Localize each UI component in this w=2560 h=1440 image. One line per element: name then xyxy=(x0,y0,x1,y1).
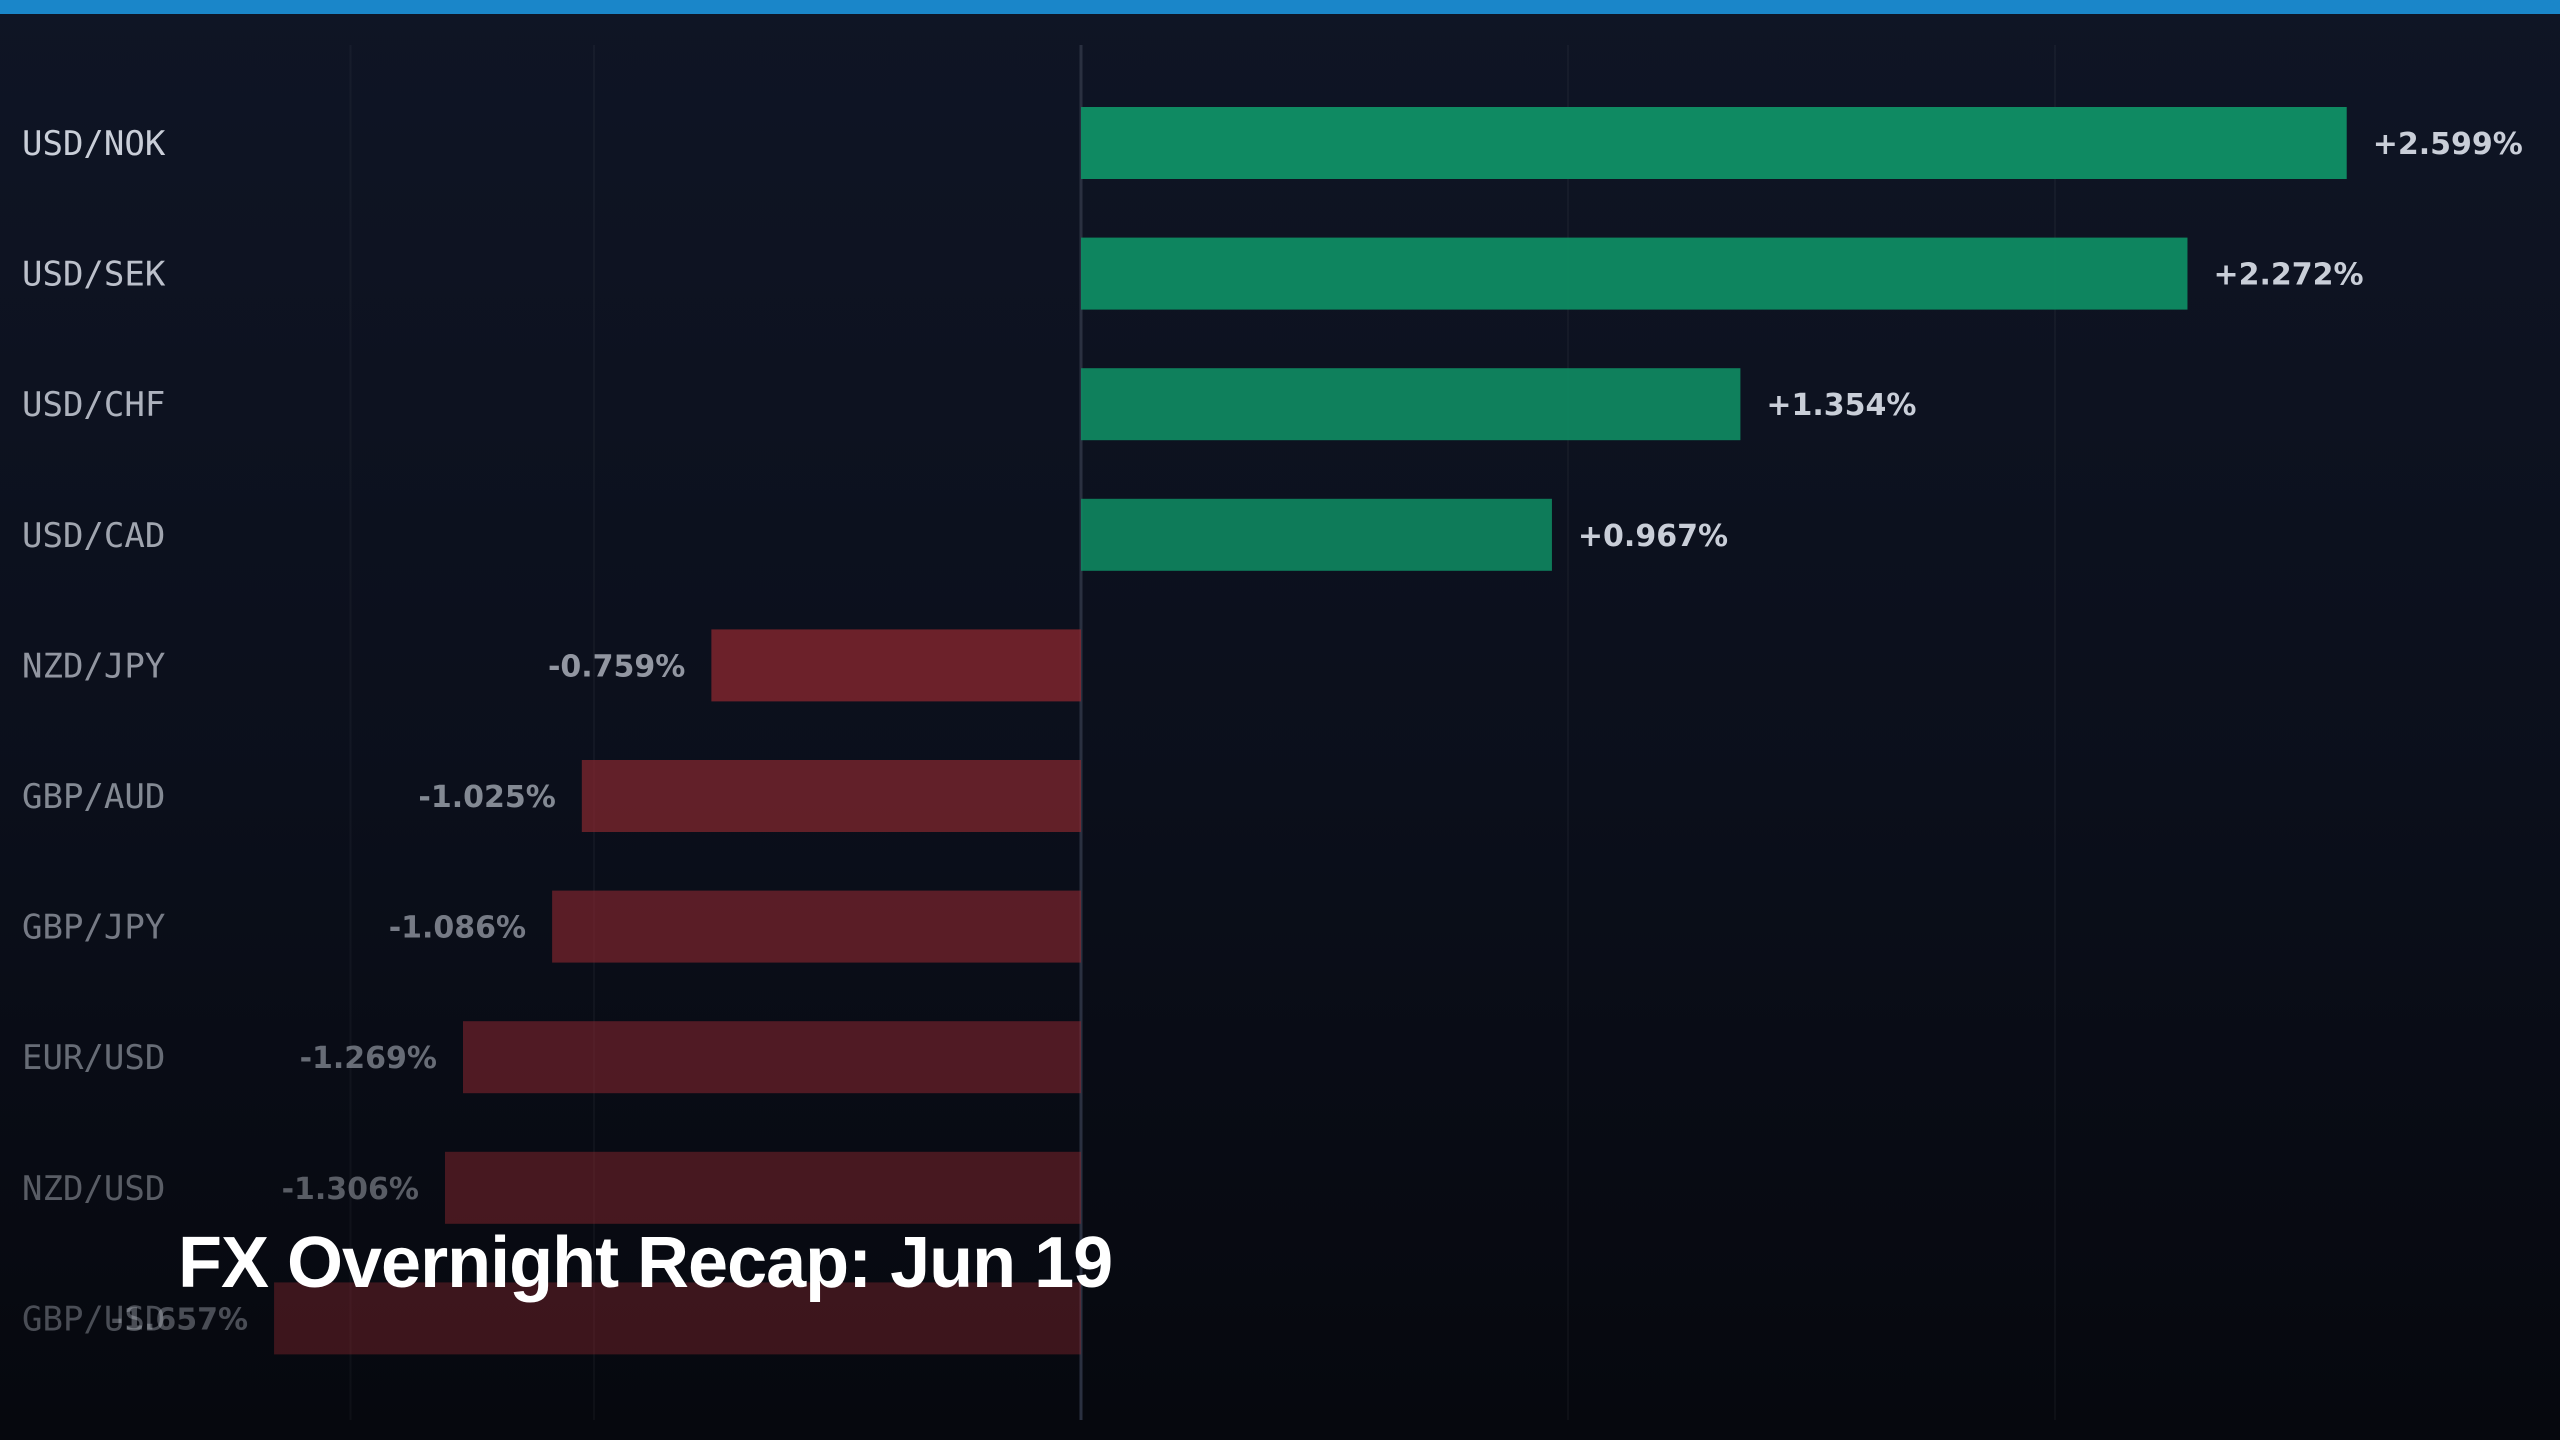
bar-usd-cad xyxy=(1081,498,1552,571)
top-accent-bar xyxy=(0,0,2560,14)
value-label: -1.269% xyxy=(300,1041,437,1076)
value-label: -1.306% xyxy=(282,1172,419,1207)
value-label: +0.967% xyxy=(1578,519,1728,554)
pair-label: NZD/JPY xyxy=(22,646,165,686)
bar-usd-chf xyxy=(1081,368,1741,441)
value-label: -1.657% xyxy=(111,1302,248,1337)
bar-nzd-usd xyxy=(444,1151,1081,1224)
bar-usd-nok xyxy=(1081,107,2347,179)
pair-label: GBP/AUD xyxy=(22,777,165,817)
pair-label: EUR/USD xyxy=(22,1038,165,1078)
bar-gbp-usd xyxy=(274,1282,1081,1355)
value-label: +2.599% xyxy=(2373,127,2523,162)
pair-label: USD/CHF xyxy=(22,385,165,425)
value-label: -0.759% xyxy=(548,649,685,684)
pair-label: GBP/USD xyxy=(22,1299,165,1339)
pair-label: USD/CAD xyxy=(22,516,165,556)
bar-nzd-jpy xyxy=(711,629,1081,702)
pair-label: GBP/JPY xyxy=(22,908,165,948)
bar-eur-usd xyxy=(462,1021,1081,1094)
value-label: -1.025% xyxy=(418,780,555,815)
bars xyxy=(274,107,2347,1355)
pair-label: NZD/USD xyxy=(22,1169,165,1209)
value-label: +1.354% xyxy=(1766,388,1916,423)
bar-usd-sek xyxy=(1081,237,2188,310)
pair-label: USD/SEK xyxy=(22,255,166,295)
value-label: -1.086% xyxy=(389,911,526,946)
bar-gbp-aud xyxy=(581,760,1081,832)
pair-label: USD/NOK xyxy=(22,124,166,164)
labels: USD/NOK +2.599% USD/SEK +2.272% USD/CHF +1.35… xyxy=(22,124,2523,1339)
recap-title: FX Overnight Recap: Jun 19 xyxy=(178,1223,1113,1303)
value-label: +2.272% xyxy=(2213,258,2363,293)
bar-gbp-jpy xyxy=(552,890,1081,963)
